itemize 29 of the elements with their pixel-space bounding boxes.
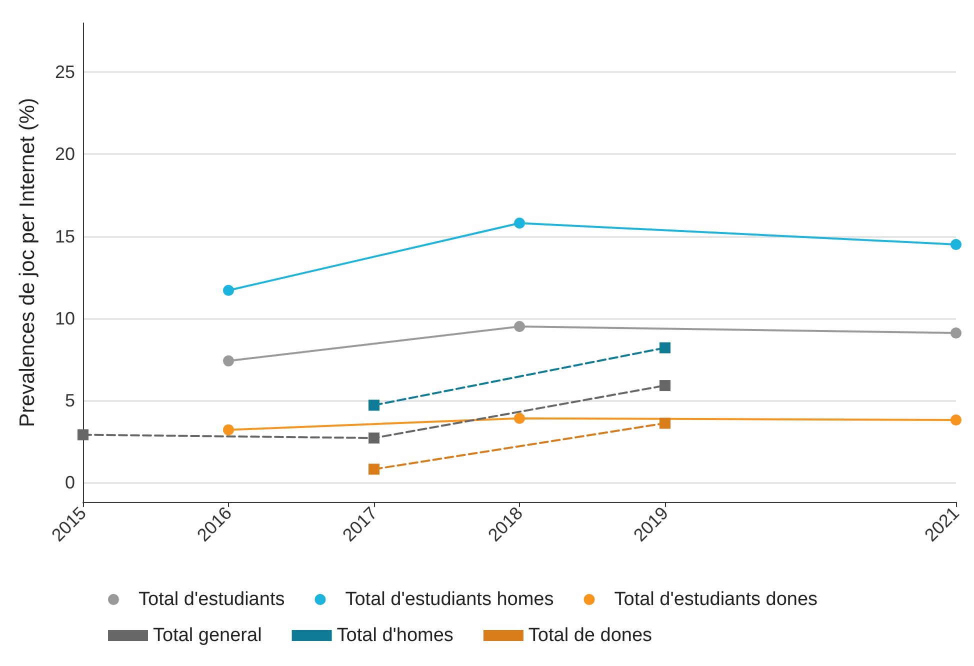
point: [368, 400, 380, 411]
y-tick-label: 25: [54, 62, 75, 82]
point: [660, 380, 670, 392]
point: [950, 238, 962, 250]
point: [950, 328, 962, 339]
legend-label: Total d'estudiants: [138, 589, 285, 610]
point: [660, 342, 670, 354]
point: [78, 429, 88, 440]
point: [514, 320, 525, 332]
point: [368, 464, 380, 475]
y-axis-title: Prevalences de joc per Internet (%): [16, 98, 39, 428]
legend-label: Total de dones: [528, 625, 652, 646]
legend-label: Total d'homes: [336, 625, 454, 646]
legend-label: Total general: [153, 625, 262, 646]
point: [514, 412, 525, 424]
y-tick-label: 20: [54, 144, 75, 164]
y-tick-label: 5: [64, 390, 75, 410]
legend-label: Total d'estudiants dones: [614, 589, 818, 610]
point: [514, 218, 525, 229]
point: [223, 284, 234, 296]
point: [368, 432, 380, 444]
point: [950, 414, 962, 426]
point: [223, 355, 234, 366]
y-tick-label: 15: [54, 226, 75, 246]
point: [223, 424, 234, 436]
legend-label: Total d'estudiants homes: [345, 589, 554, 610]
y-tick-label: 0: [64, 472, 75, 492]
point: [660, 418, 670, 429]
y-tick-label: 10: [54, 308, 75, 328]
